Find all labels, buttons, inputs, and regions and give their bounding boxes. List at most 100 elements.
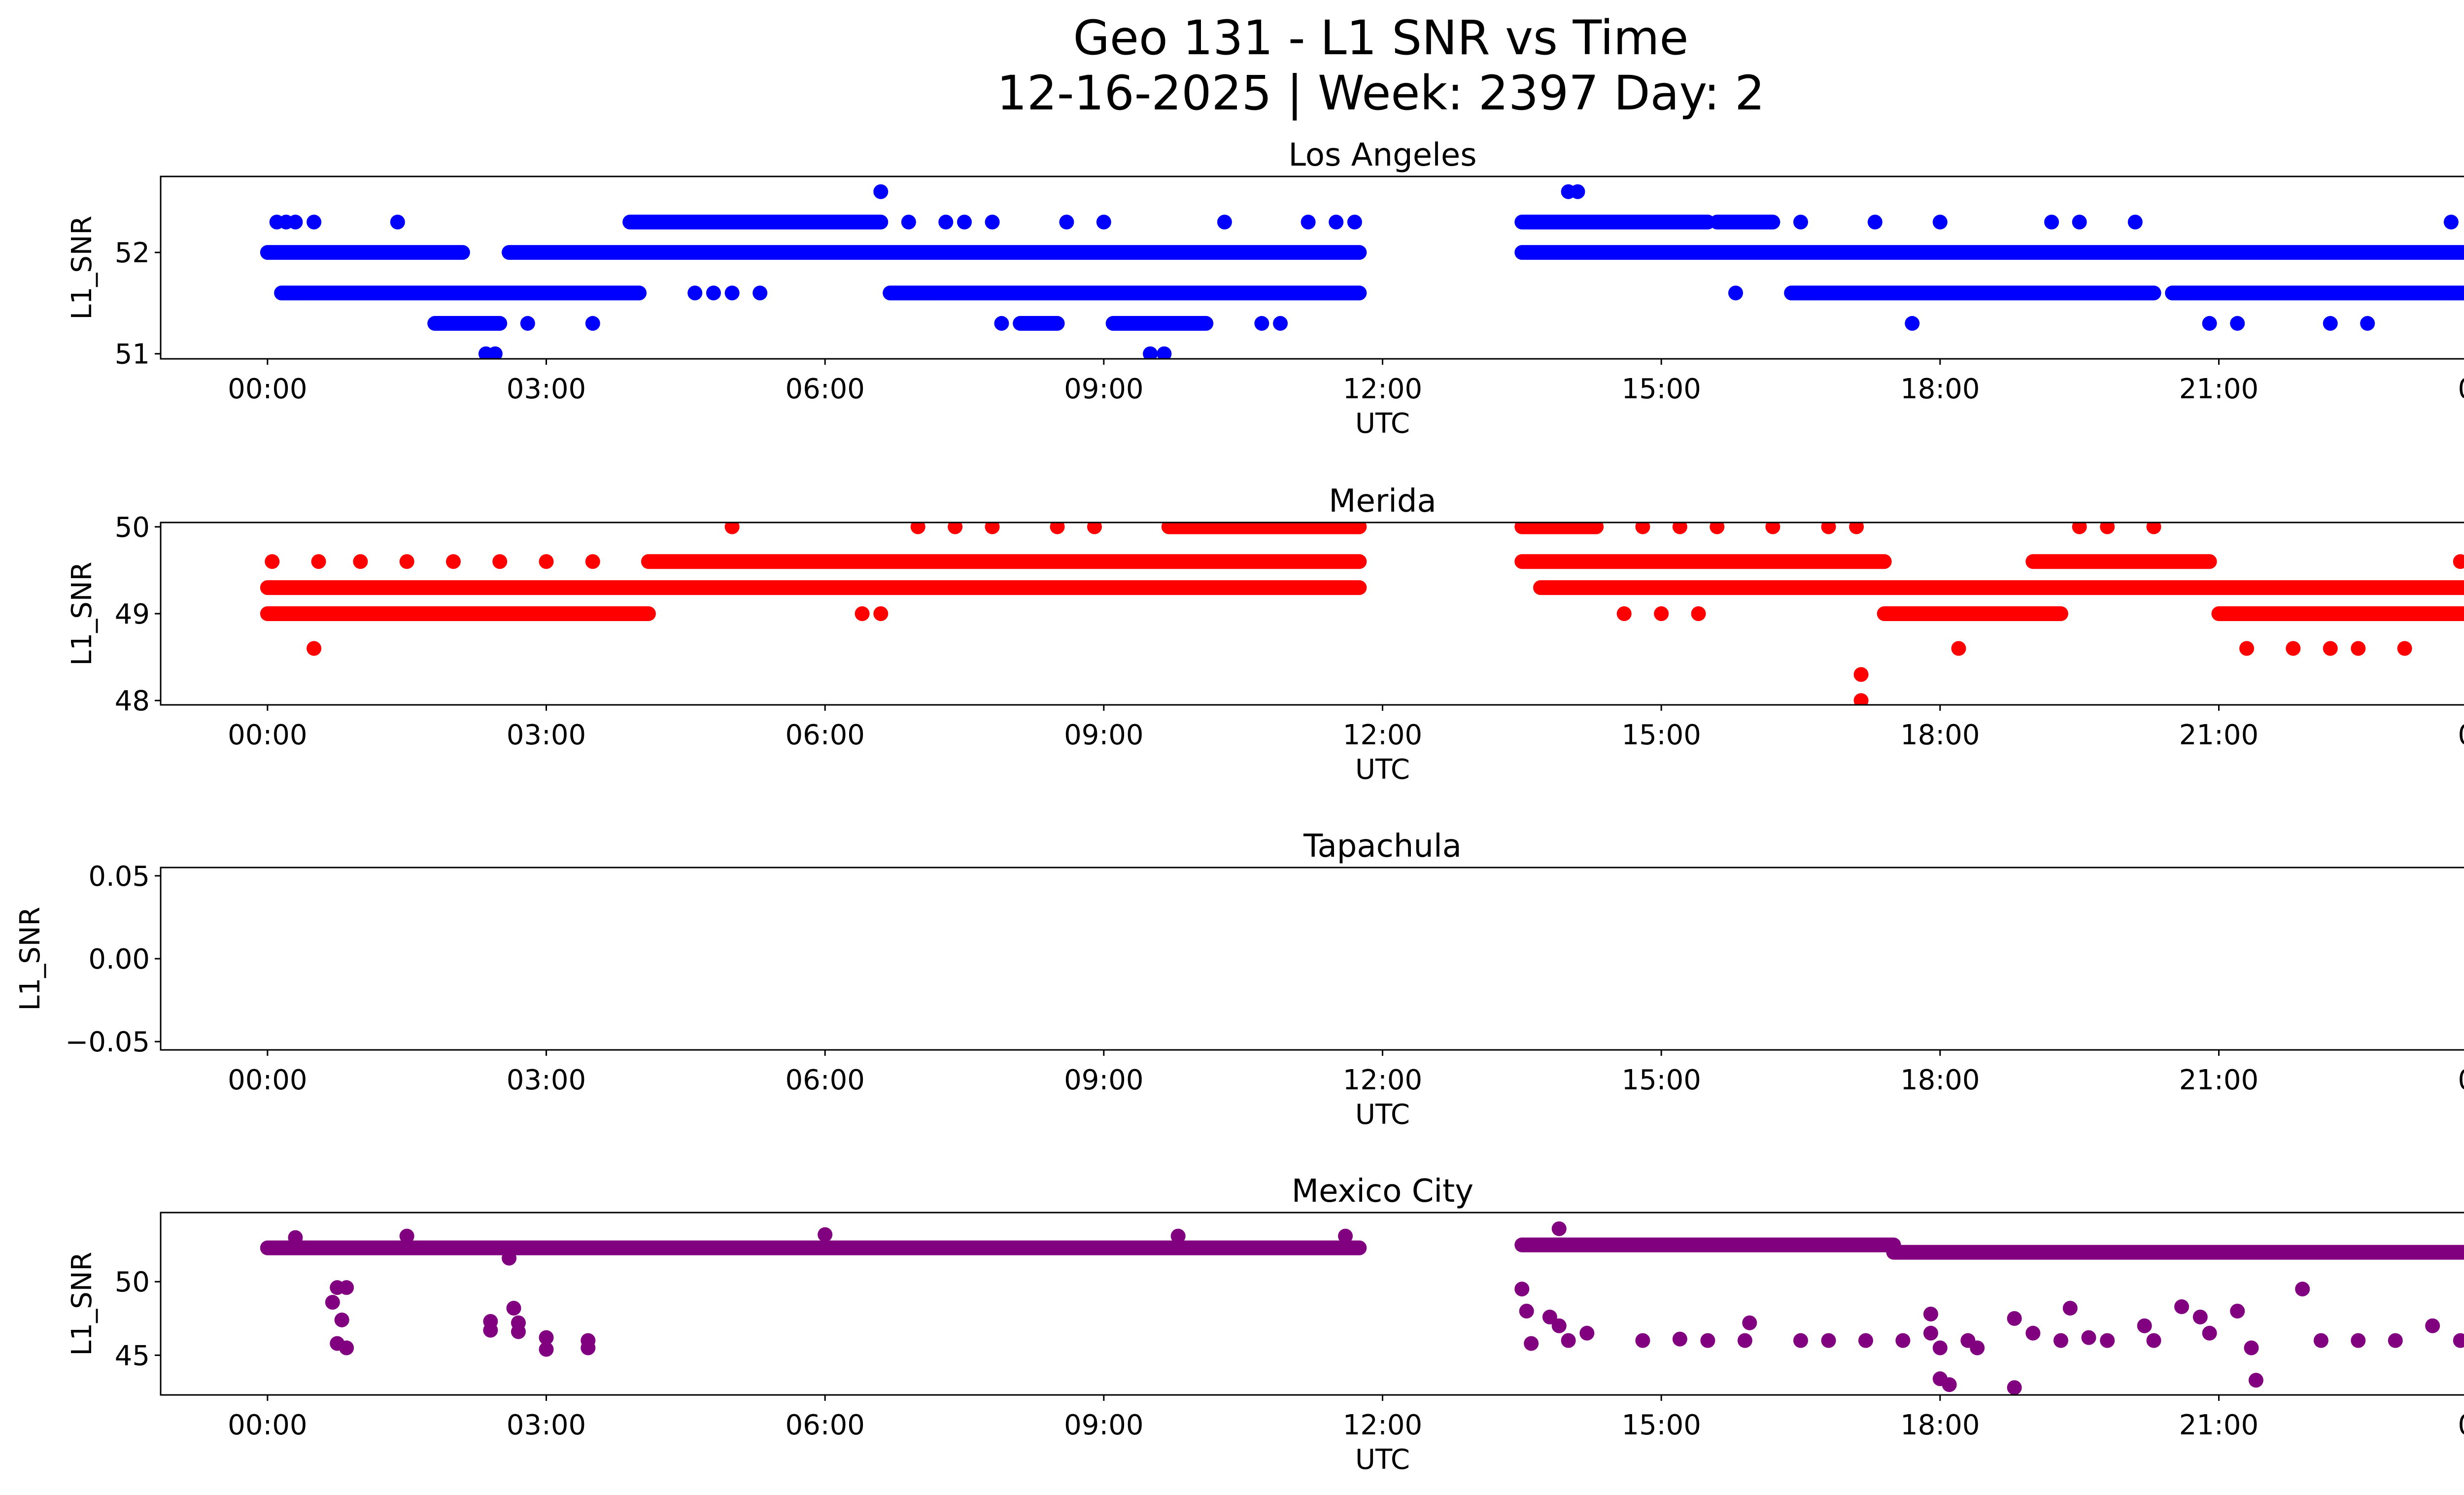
data-point (1793, 214, 1808, 230)
x-tick-label: 06:00 (785, 1409, 864, 1441)
data-point-run (1533, 580, 2464, 595)
data-point-run (274, 285, 647, 301)
data-point (2100, 522, 2115, 534)
data-point (307, 641, 322, 656)
data-point (2127, 214, 2143, 230)
data-point-run (1877, 606, 2068, 621)
x-tick-label: 18:00 (1900, 1409, 1980, 1441)
data-point (855, 606, 870, 621)
x-tick-label: 15:00 (1621, 719, 1701, 751)
x-tick-label: 09:00 (1064, 1409, 1143, 1441)
data-point-run (2165, 285, 2464, 301)
data-point (2388, 1333, 2403, 1348)
data-point (724, 285, 740, 301)
data-point (2425, 1318, 2440, 1333)
data-point (334, 1312, 349, 1327)
x-tick-label: 06:00 (785, 1064, 864, 1096)
data-point (901, 214, 916, 230)
x-tick-label: 09:00 (1064, 373, 1143, 405)
data-point (1087, 522, 1102, 534)
data-point (2351, 641, 2366, 656)
y-tick-label: 51 (115, 339, 150, 371)
data-point-run (260, 245, 470, 260)
data-point (1867, 214, 1882, 230)
x-tick-label: 18:00 (1900, 1064, 1980, 1096)
y-tick-label: 0.00 (88, 943, 150, 975)
data-point (2323, 316, 2338, 331)
data-point-run (883, 285, 1367, 301)
data-point (492, 554, 508, 569)
data-point (265, 554, 280, 569)
data-point-run (641, 554, 1367, 569)
y-tick-label: 50 (115, 512, 150, 544)
data-point (2351, 1333, 2366, 1348)
data-point (1570, 184, 1585, 199)
data-point-run (260, 1240, 1367, 1255)
data-point (2286, 641, 2301, 656)
data-point (1970, 1340, 1985, 1356)
data-point (1672, 522, 1687, 534)
panel-los-angeles: Los Angeles 51 52 00:00 03:00 06:00 09:00 12:00… (66, 137, 2464, 440)
data-point (2007, 1380, 2022, 1395)
data-point (1821, 522, 1836, 534)
data-point (2072, 522, 2087, 534)
data-point (1821, 1333, 1836, 1348)
data-point (1542, 1309, 1557, 1324)
y-axis-label: L1_SNR (66, 561, 98, 665)
y-tick-label: 50 (115, 1266, 150, 1298)
data-point (753, 285, 768, 301)
x-tick-label: 18:00 (1900, 719, 1980, 751)
data-points (260, 184, 2464, 359)
data-point (687, 285, 703, 301)
data-point (873, 184, 889, 199)
data-point (2202, 1325, 2217, 1341)
data-point (1932, 214, 1948, 230)
y-axis-label: L1_SNR (14, 906, 46, 1010)
data-point (957, 214, 972, 230)
data-point (585, 554, 600, 569)
data-point (1849, 522, 1864, 534)
data-point (2174, 1299, 2190, 1314)
data-point (353, 554, 368, 569)
data-point (2443, 214, 2459, 230)
x-tick-label: 06:00 (785, 719, 864, 751)
x-tick-label: 00:00 (2458, 1409, 2464, 1441)
data-point (1765, 522, 1780, 534)
x-tick-label: 15:00 (1621, 1064, 1701, 1096)
y-tick-label: 48 (115, 685, 150, 717)
data-point (724, 522, 740, 534)
data-point (307, 214, 322, 230)
data-point (399, 1228, 414, 1244)
data-point (539, 1342, 554, 1357)
x-tick-label: 00:00 (228, 1064, 307, 1096)
data-point (1519, 1303, 1534, 1319)
data-point (585, 316, 600, 331)
data-point-run (1161, 522, 1367, 534)
panel-title: Merida (1329, 483, 1437, 520)
x-tick-label: 21:00 (2179, 1064, 2259, 1096)
x-tick-label: 03:00 (507, 373, 586, 405)
data-point (1923, 1306, 1938, 1321)
data-point (1329, 214, 1344, 230)
data-point (948, 522, 963, 534)
x-tick-label: 15:00 (1621, 1409, 1701, 1441)
data-point-run (1886, 1245, 2464, 1260)
data-point (2295, 1282, 2310, 1297)
data-point (288, 1230, 303, 1245)
data-point-run (1013, 316, 1065, 331)
data-point (2007, 1311, 2022, 1326)
data-point (1793, 1333, 1808, 1348)
x-tick-label: 15:00 (1621, 373, 1701, 405)
data-point (2323, 641, 2338, 656)
data-point (2202, 316, 2217, 331)
data-point (1524, 1336, 1539, 1351)
data-points (260, 522, 2464, 705)
data-point (2062, 1300, 2078, 1316)
data-point (1654, 606, 1669, 621)
data-point (520, 316, 535, 331)
data-point-run (1514, 245, 2464, 260)
data-point (339, 1280, 354, 1295)
data-point (1551, 1221, 1567, 1236)
data-point (2230, 1303, 2245, 1319)
